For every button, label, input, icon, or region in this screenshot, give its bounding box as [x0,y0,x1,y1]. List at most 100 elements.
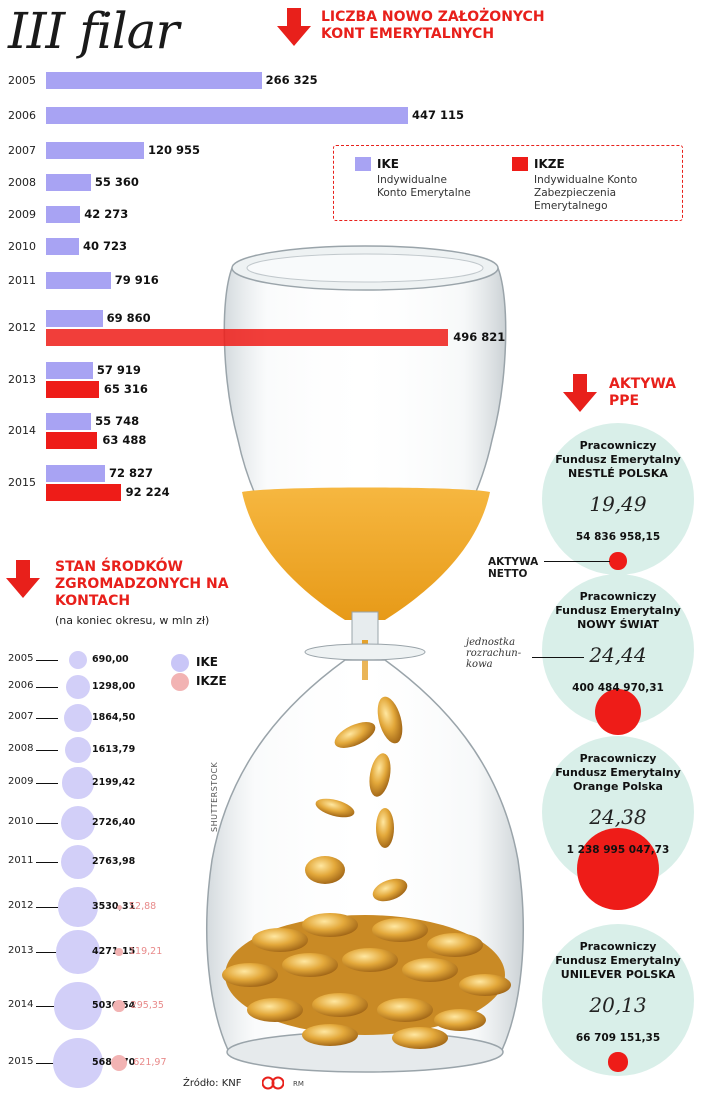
funds-subtitle: (na koniec okresu, w mln zł) [55,614,210,627]
leader-line [36,783,58,784]
leader-line [36,687,58,688]
ike-bar-value: 447 115 [412,108,465,122]
ppe-fund-name-2: Fundusz Emerytalny [555,954,681,967]
ike-bar [46,107,409,124]
year-label: 2011 [8,274,36,287]
ike-circle-value: 3530,31 [92,901,136,912]
year-label: 2005 [8,653,34,664]
ikze-swatch [512,157,528,171]
source-note: Źródło: KNF [183,1078,242,1089]
ikze-legend-label: IKZE [534,157,565,171]
ppe-fund-name-1: Pracowniczy [579,590,657,603]
ike-bar [46,206,81,223]
ike-circle-value: 1613,79 [92,744,136,755]
ike-legend-desc-1: Indywidualne [377,174,447,186]
year-label: 2015 [8,476,36,489]
ike-bar-value: 72 827 [108,466,153,480]
ppe-fund-name-2: Fundusz Emerytalny [555,604,681,617]
ike-circle-value: 2763,98 [92,856,136,867]
ikze-bar [46,381,99,398]
accounts-legend [333,145,683,221]
ike-bar-value: 42 273 [84,207,129,221]
year-label: 2011 [8,855,34,866]
ike-circle-value: 2199,42 [92,777,136,788]
ike-circle-value: 1298,00 [92,681,136,692]
ppe-fund-unit: 20,13 [589,993,647,1017]
ike-legend-desc-2: Konto Emerytalne [377,187,471,199]
ikze-circle [110,1054,128,1072]
year-label: 2008 [8,176,36,189]
arrow-down-icon [277,8,311,46]
credit-note: RM [293,1080,304,1088]
ike-bar-value: 266 325 [265,73,318,87]
ike-circle-value: 1864,50 [92,712,136,723]
ike-bar [46,362,93,379]
ike-bar-value: 57 919 [96,363,141,377]
ike-bar-value: 79 916 [114,273,159,287]
funds-legend-ike: IKE [196,655,218,669]
leader-line [36,907,58,908]
ppe-fund-name-3: NOWY ŚWIAT [577,618,659,631]
ppe-net-leader [544,561,610,562]
ikze-circle-value: 295,35 [130,1000,164,1011]
ike-bar [46,310,103,327]
coin-pile [222,913,511,1049]
ppe-net-value: 54 836 958,15 [575,531,661,543]
ppe-net-value: 66 709 151,35 [575,1032,661,1044]
page-title: III filar [8,2,179,60]
ike-circle [62,767,94,799]
ppe-fund-circle [542,924,694,1076]
leader-line [36,718,58,719]
ike-legend-label: IKE [377,157,399,171]
ikze-circle-value: 621,97 [133,1057,167,1068]
hourglass-sand-top [242,487,490,620]
ike-bar [46,174,91,191]
ikze-bar-value: 496 821 [453,330,506,344]
ppe-net-label: AKTYWA NETTO [488,556,539,580]
ikze-circle [115,948,123,956]
ikze-circle [116,904,122,910]
year-label: 2009 [8,208,36,221]
publisher-logo-icon [262,1076,284,1090]
year-label: 2006 [8,109,36,122]
year-label: 2014 [8,424,36,437]
arrow-down-icon [563,374,597,412]
ikze-circle-value: 119,21 [129,946,163,957]
year-label: 2012 [8,900,34,911]
ike-circle [56,930,100,974]
ppe-net-dot [609,552,627,570]
ppe-fund-name-3: NESTLÉ POLSKA [568,467,668,480]
ike-circle-value: 690,00 [92,654,129,665]
ppe-net-dot [577,828,659,910]
year-label: 2009 [8,776,34,787]
ike-circle [58,887,98,927]
ppe-fund-unit: 24,38 [589,805,647,829]
ppe-fund-circle [542,423,694,575]
ike-bar-value: 120 955 [147,143,200,157]
ikze-bar [46,484,121,501]
leader-line [36,1006,58,1007]
year-label: 2012 [8,321,36,334]
funds-legend-ikze: IKZE [196,674,227,688]
ppe-fund-name-1: Pracowniczy [579,752,657,765]
leader-line [36,1063,58,1064]
leader-line [36,750,58,751]
leader-line [36,952,58,953]
leader-line [36,862,58,863]
ikze-legend-desc-2: Zabezpieczenia [534,187,617,199]
year-label: 2010 [8,816,34,827]
ppe-fund-name-1: Pracowniczy [579,439,657,452]
ppe-unit-leader [532,657,584,658]
ike-circle-value: 4271,15 [92,946,136,957]
year-label: 2013 [8,373,36,386]
ikze-bar [46,329,449,346]
ikze-circle-value: 52,88 [129,901,157,912]
ike-bar-value: 69 860 [106,311,151,325]
ike-circle [69,651,87,669]
ike-bar-value: 40 723 [82,239,127,253]
ike-bar-value: 55 360 [94,175,139,189]
ike-bar [46,142,144,159]
